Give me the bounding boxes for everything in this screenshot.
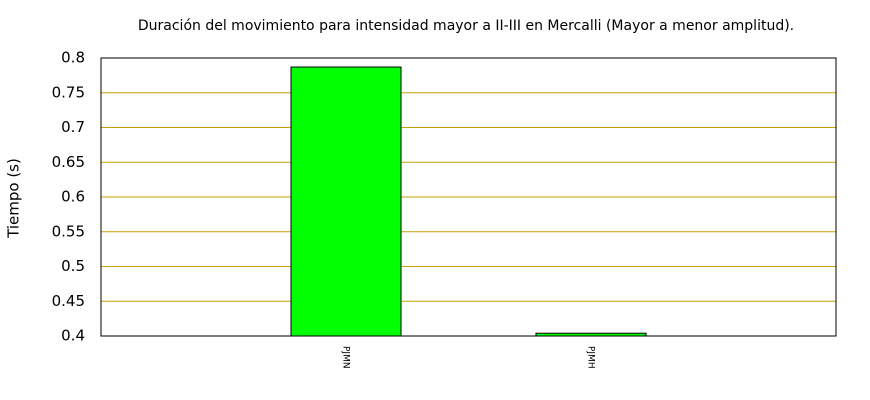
bar (290, 66, 402, 337)
y-tick-label: 0.6 (61, 188, 85, 206)
y-tick-label: 0.65 (52, 153, 85, 171)
y-tick-label: 0.5 (61, 257, 85, 275)
y-axis-label: Tiempo (s) (5, 158, 23, 239)
x-tick-label: PJMH (586, 346, 596, 369)
y-tick-label: 0.45 (52, 292, 85, 310)
y-tick-label: 0.7 (61, 118, 85, 136)
y-tick-label: 0.8 (61, 49, 85, 67)
y-tick-label: 0.4 (61, 327, 85, 345)
chart-title: Duración del movimiento para intensidad … (138, 18, 794, 34)
y-tick-label: 0.75 (52, 83, 85, 101)
x-tick-label: PJMN (341, 346, 351, 369)
plot-frame (100, 57, 837, 337)
y-tick-label: 0.55 (52, 222, 85, 240)
